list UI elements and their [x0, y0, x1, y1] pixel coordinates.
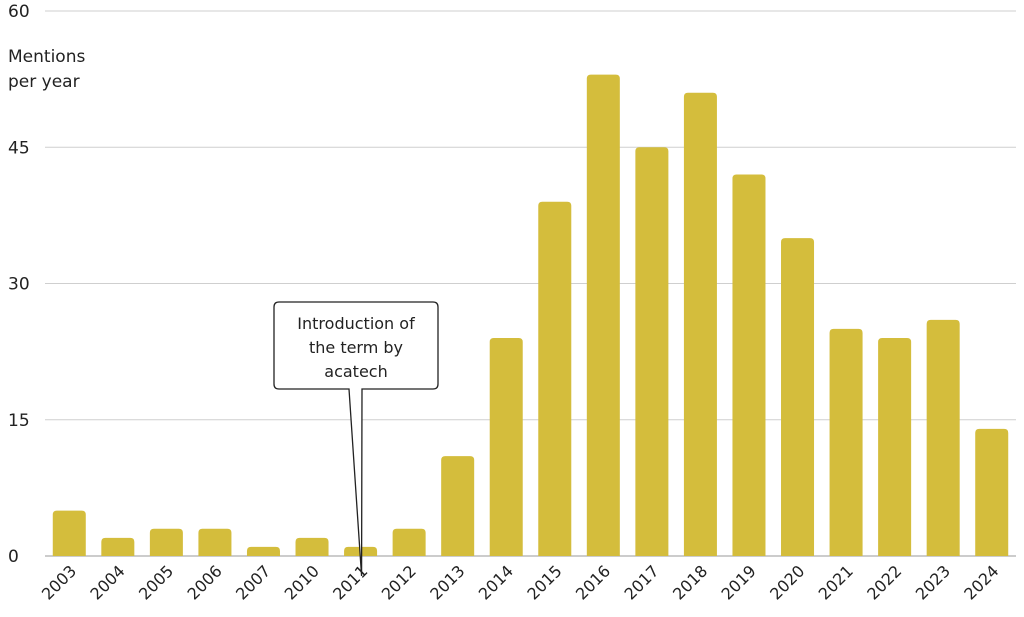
x-tick-label: 2023	[912, 561, 954, 603]
bar-2022	[878, 338, 912, 556]
y-tick-label: 45	[8, 138, 30, 158]
callout-line-1: Introduction of	[297, 314, 415, 333]
bar-2005	[149, 528, 183, 556]
bar-2024	[975, 428, 1009, 556]
bar-2016	[586, 74, 620, 556]
x-tick-label: 2020	[766, 561, 808, 603]
x-tick-label: 2019	[718, 561, 760, 603]
bar-2004	[101, 537, 135, 556]
x-tick-label: 2010	[281, 561, 323, 603]
gridlines	[45, 10, 1016, 557]
x-axis-ticks: 2003 2004 2005 2006 2007 2010 2011 2012 2013 2014…	[38, 561, 1003, 603]
bar-2021	[829, 328, 863, 556]
x-tick-label: 2016	[572, 561, 614, 603]
x-tick-label: 2005	[135, 561, 177, 603]
bar-2010	[295, 537, 329, 556]
bar-2015	[538, 201, 572, 556]
bar-2023	[926, 319, 960, 556]
y-tick-label: 15	[8, 411, 30, 431]
x-tick-label: 2004	[86, 561, 128, 603]
bar-2019	[732, 174, 766, 556]
x-tick-label: 2021	[815, 561, 857, 603]
callout-line-3: acatech	[324, 362, 387, 381]
x-tick-label: 2011	[329, 561, 371, 603]
bar-2018	[683, 92, 717, 556]
y-tick-label: 60	[8, 2, 30, 22]
bar-2014	[489, 338, 523, 556]
bars	[52, 74, 1009, 557]
x-tick-label: 2017	[620, 561, 662, 603]
x-tick-label: 2024	[960, 561, 1002, 603]
annotation-callout: Introduction of the term by acatech	[273, 301, 439, 577]
x-tick-label: 2012	[378, 561, 420, 603]
y-tick-label: 0	[8, 547, 19, 567]
y-axis-label-line-1: Mentions	[8, 47, 85, 67]
x-tick-label: 2006	[184, 561, 226, 603]
x-tick-label: 2013	[426, 561, 468, 603]
y-axis-label-line-2: per year	[8, 72, 80, 92]
callout-box	[273, 301, 439, 577]
x-tick-label: 2022	[863, 561, 905, 603]
x-tick-label: 2007	[232, 561, 274, 603]
bar-2003	[52, 510, 86, 556]
bar-2006	[198, 528, 232, 556]
bar-2013	[441, 456, 475, 556]
bar-2017	[635, 147, 669, 556]
y-tick-label: 30	[8, 275, 30, 295]
x-tick-label: 2014	[475, 561, 517, 603]
bar-2020	[781, 238, 815, 557]
x-tick-label: 2003	[38, 561, 80, 603]
y-axis-ticks: 0 15 30 45 60	[8, 2, 30, 567]
x-tick-label: 2015	[523, 561, 565, 603]
bar-2012	[392, 528, 426, 556]
callout-line-2: the term by	[309, 338, 403, 357]
x-tick-label: 2018	[669, 561, 711, 603]
bar-2007	[246, 546, 280, 556]
